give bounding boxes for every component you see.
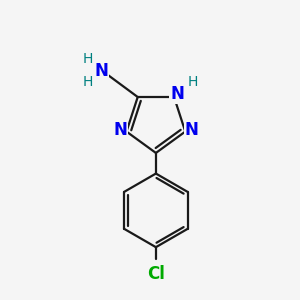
Text: H: H — [188, 75, 198, 89]
Text: N: N — [94, 62, 108, 80]
Text: N: N — [170, 85, 184, 103]
Text: H: H — [83, 52, 93, 66]
Text: H: H — [82, 75, 93, 89]
Text: N: N — [113, 121, 127, 139]
Text: Cl: Cl — [147, 265, 165, 283]
Text: N: N — [185, 121, 199, 139]
